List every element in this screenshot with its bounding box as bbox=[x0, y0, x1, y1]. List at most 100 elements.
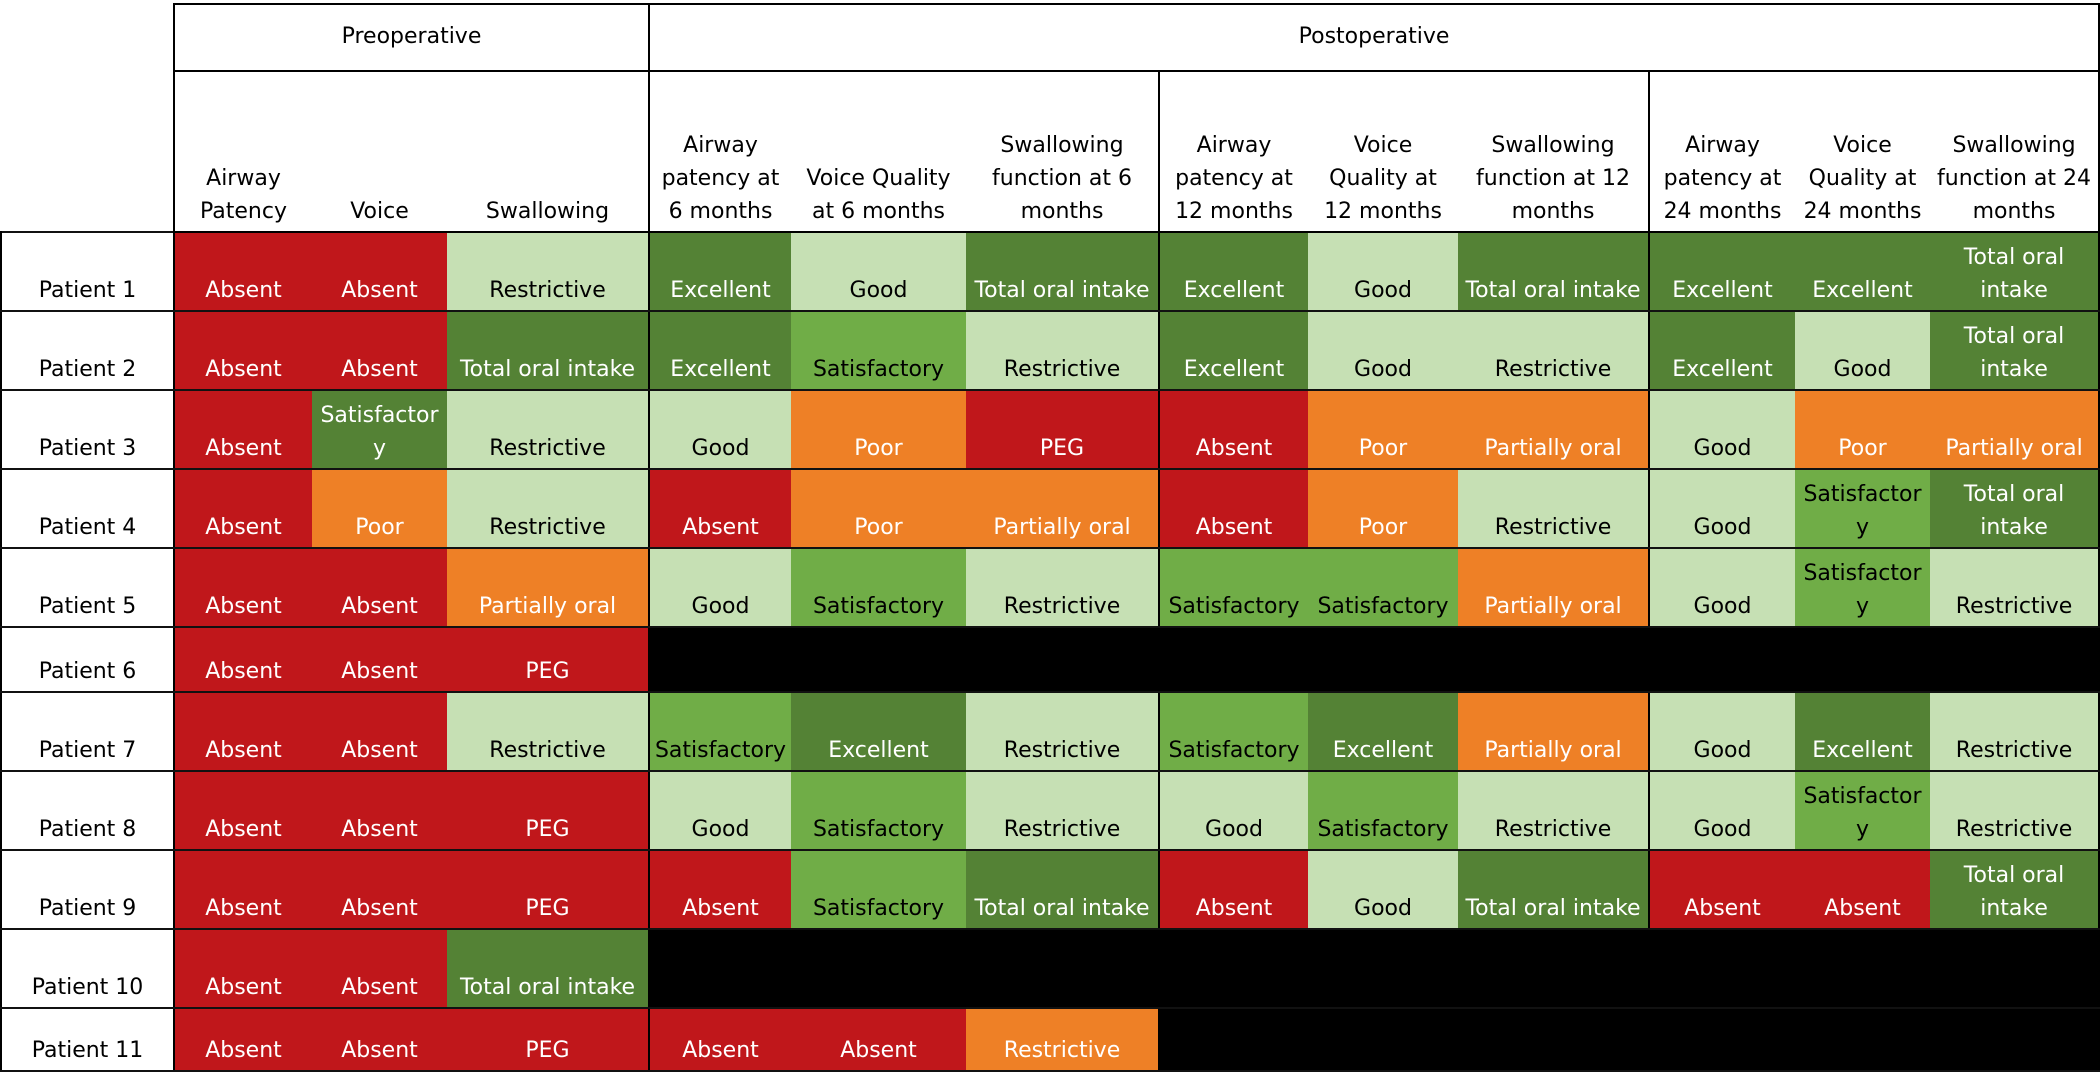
status-cell: Restrictive bbox=[447, 691, 649, 772]
status-cell: Absent bbox=[791, 1007, 966, 1072]
empty-cell bbox=[1930, 626, 2100, 693]
empty-cell bbox=[1930, 928, 2100, 1009]
row-label: Patient 10 bbox=[0, 928, 175, 1009]
outcomes-table: Preoperative Postoperative Airway Patenc… bbox=[0, 3, 2100, 1072]
status-cell: Restrictive bbox=[966, 547, 1159, 628]
status-cell: Absent bbox=[173, 468, 312, 549]
status-cell: Restrictive bbox=[966, 691, 1159, 772]
status-cell: Satisfactory bbox=[1795, 468, 1930, 549]
status-cell: Partially oral bbox=[1458, 389, 1649, 470]
status-cell: Absent bbox=[173, 626, 312, 693]
empty-cell bbox=[1308, 626, 1458, 693]
empty-cell bbox=[648, 626, 791, 693]
status-cell: Absent bbox=[312, 1007, 447, 1072]
status-cell: Excellent bbox=[1648, 310, 1795, 391]
table-row: Patient 2 Absent Absent Total oral intake Ex… bbox=[0, 310, 2100, 391]
status-cell: Excellent bbox=[1795, 691, 1930, 772]
status-cell: Total oral intake bbox=[447, 928, 649, 1009]
empty-cell bbox=[1308, 928, 1458, 1009]
status-cell: Absent bbox=[1648, 849, 1795, 930]
row-label: Patient 6 bbox=[0, 626, 175, 693]
status-cell: Total oral intake bbox=[1930, 849, 2100, 930]
table-row: Patient 5 Absent Absent Partially oral Good S… bbox=[0, 547, 2100, 628]
status-cell: Absent bbox=[648, 1007, 791, 1072]
status-cell: Restrictive bbox=[1930, 691, 2100, 772]
status-cell: Absent bbox=[648, 849, 791, 930]
empty-cell bbox=[1458, 1007, 1649, 1072]
empty-cell bbox=[791, 928, 966, 1009]
status-cell: Absent bbox=[312, 310, 447, 391]
status-cell: Partially oral bbox=[966, 468, 1159, 549]
status-cell: Good bbox=[1648, 770, 1795, 851]
status-cell: Absent bbox=[173, 770, 312, 851]
status-cell: Absent bbox=[173, 928, 312, 1009]
status-cell: Good bbox=[648, 547, 791, 628]
status-cell: Total oral intake bbox=[966, 849, 1159, 930]
status-cell: Good bbox=[1308, 849, 1458, 930]
group-header-preoperative: Preoperative bbox=[173, 3, 650, 72]
column-header: Voice Quality at 12 months bbox=[1308, 71, 1458, 233]
status-cell: Excellent bbox=[1308, 691, 1458, 772]
status-cell: Satisfactory bbox=[791, 849, 966, 930]
status-cell: Absent bbox=[312, 547, 447, 628]
status-cell: Restrictive bbox=[966, 1007, 1159, 1072]
status-cell: PEG bbox=[447, 626, 649, 693]
column-header: Voice Quality at 6 months bbox=[791, 71, 966, 233]
row-label: Patient 3 bbox=[0, 389, 175, 470]
status-cell: PEG bbox=[447, 849, 649, 930]
empty-cell bbox=[1795, 1007, 1930, 1072]
column-header: Airway patency at 6 months bbox=[648, 71, 791, 233]
status-cell: Excellent bbox=[1158, 310, 1308, 391]
status-cell: Poor bbox=[312, 468, 447, 549]
status-cell: Satisfactory bbox=[648, 691, 791, 772]
column-header: Voice Quality at 24 months bbox=[1795, 71, 1930, 233]
status-cell: Poor bbox=[791, 468, 966, 549]
status-cell: Satisfactory bbox=[1795, 770, 1930, 851]
empty-cell bbox=[1648, 1007, 1795, 1072]
status-cell: Absent bbox=[312, 626, 447, 693]
status-cell: Satisfactory bbox=[1158, 691, 1308, 772]
status-cell: Absent bbox=[1158, 389, 1308, 470]
empty-cell bbox=[1158, 1007, 1308, 1072]
empty-cell bbox=[648, 928, 791, 1009]
status-cell: Total oral intake bbox=[1930, 468, 2100, 549]
column-header: Swallowing function at 24 months bbox=[1930, 71, 2100, 233]
table-row: Patient 9 Absent Absent PEG Absent Satisfacto… bbox=[0, 849, 2100, 930]
status-cell: Satisfactory bbox=[791, 547, 966, 628]
column-header: Airway patency at 12 months bbox=[1158, 71, 1308, 233]
status-cell: Total oral intake bbox=[1930, 310, 2100, 391]
empty-cell bbox=[791, 626, 966, 693]
status-cell: Absent bbox=[173, 691, 312, 772]
table-row: Patient 1 Absent Absent Restrictive Excellen… bbox=[0, 231, 2100, 312]
group-header-postoperative: Postoperative bbox=[647, 3, 2100, 72]
status-cell: Restrictive bbox=[447, 231, 649, 312]
table-row: Patient 3 Absent Satisfactory Restrictive Go… bbox=[0, 389, 2100, 470]
empty-cell bbox=[966, 928, 1159, 1009]
status-cell: Restrictive bbox=[447, 389, 649, 470]
row-label: Patient 5 bbox=[0, 547, 175, 628]
row-label: Patient 1 bbox=[0, 231, 175, 312]
status-cell: Total oral intake bbox=[447, 310, 649, 391]
status-cell: Absent bbox=[173, 310, 312, 391]
table-row: Patient 10 Absent Absent Total oral intake bbox=[0, 928, 2100, 1009]
empty-cell bbox=[1158, 626, 1308, 693]
status-cell: Good bbox=[791, 231, 966, 312]
status-cell: Restrictive bbox=[447, 468, 649, 549]
status-cell: Absent bbox=[1158, 849, 1308, 930]
row-label: Patient 2 bbox=[0, 310, 175, 391]
status-cell: Restrictive bbox=[1930, 547, 2100, 628]
status-cell: Satisfactory bbox=[1158, 547, 1308, 628]
status-cell: Good bbox=[1648, 468, 1795, 549]
status-cell: PEG bbox=[966, 389, 1159, 470]
status-cell: Good bbox=[1308, 231, 1458, 312]
status-cell: Poor bbox=[1795, 389, 1930, 470]
status-cell: Absent bbox=[312, 231, 447, 312]
status-cell: PEG bbox=[447, 1007, 649, 1072]
status-cell: Absent bbox=[648, 468, 791, 549]
row-label: Patient 11 bbox=[0, 1007, 175, 1072]
row-label: Patient 8 bbox=[0, 770, 175, 851]
table-row: Patient 11 Absent Absent PEG Absent Absent Res… bbox=[0, 1007, 2100, 1072]
table-row: Patient 6 Absent Absent PEG bbox=[0, 626, 2100, 693]
corner-cell bbox=[1, 4, 174, 232]
status-cell: Poor bbox=[791, 389, 966, 470]
